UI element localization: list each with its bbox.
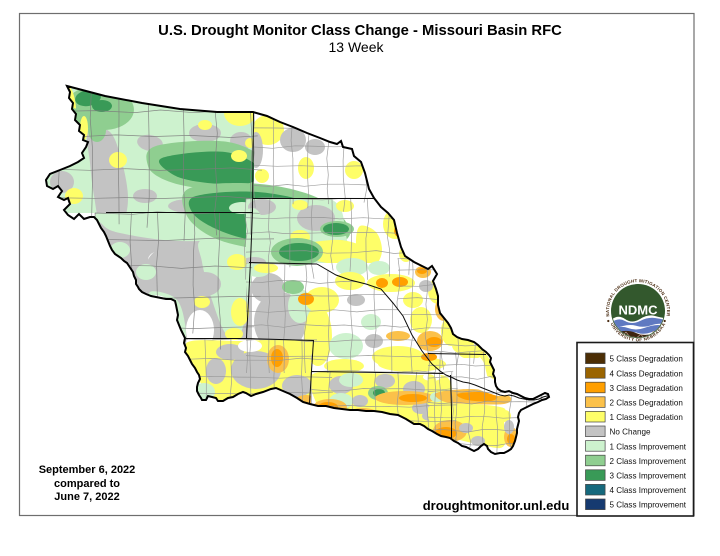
svg-text:1 Class Degradation: 1 Class Degradation xyxy=(610,413,683,422)
svg-text:3 Class Improvement: 3 Class Improvement xyxy=(610,472,687,481)
svg-text:2 Class Improvement: 2 Class Improvement xyxy=(610,457,687,466)
svg-text:2 Class Degradation: 2 Class Degradation xyxy=(610,399,683,408)
svg-text:No Change: No Change xyxy=(610,428,651,437)
svg-text:5 Class Degradation: 5 Class Degradation xyxy=(610,355,683,364)
svg-text:NDMC: NDMC xyxy=(619,303,659,318)
svg-text:3 Class Degradation: 3 Class Degradation xyxy=(610,384,683,393)
svg-text:5 Class Improvement: 5 Class Improvement xyxy=(610,501,687,510)
svg-text:4 Class Degradation: 4 Class Degradation xyxy=(610,369,683,378)
svg-text:1 Class Improvement: 1 Class Improvement xyxy=(610,442,687,451)
svg-text:4 Class Improvement: 4 Class Improvement xyxy=(610,486,687,495)
